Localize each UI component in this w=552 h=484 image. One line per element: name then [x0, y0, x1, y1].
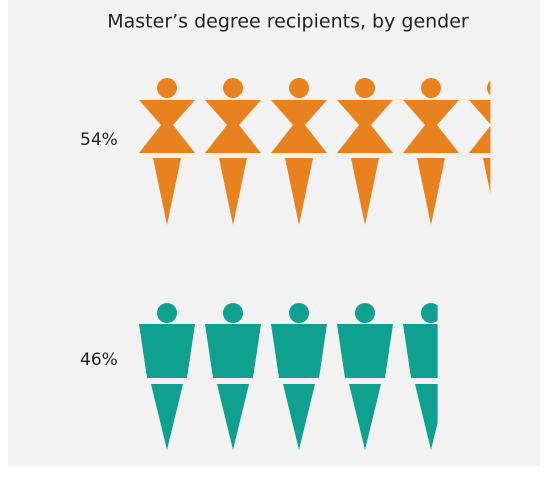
icon-head: [421, 303, 438, 323]
icon-body: [205, 100, 261, 153]
icon-body: [337, 100, 393, 153]
icon-head: [289, 78, 309, 98]
icon-body: [337, 324, 393, 378]
icon-body: [483, 158, 491, 194]
icon-head: [223, 78, 243, 98]
icon-body: [205, 324, 261, 378]
icon-body: [139, 324, 195, 378]
icon-row: [139, 303, 438, 450]
icon-body: [415, 384, 438, 450]
icon-body: [219, 158, 247, 225]
icon-body: [403, 100, 459, 153]
icon-body: [349, 384, 381, 450]
icon-head: [487, 80, 491, 96]
icon-body: [469, 100, 491, 153]
icon-body: [351, 158, 379, 225]
icon-body: [403, 324, 438, 378]
icon-head: [157, 78, 177, 98]
icon-body: [285, 158, 313, 225]
icon-head: [157, 303, 177, 323]
icon-head: [355, 303, 375, 323]
icon-head: [223, 303, 243, 323]
icon-body: [153, 158, 181, 225]
icon-body: [283, 384, 315, 450]
icon-body: [217, 384, 249, 450]
icon-body: [271, 324, 327, 378]
panel: [8, 0, 540, 466]
icon-head: [355, 78, 375, 98]
chart-title: Master’s degree recipients, by gender: [107, 11, 469, 33]
icon-row: [139, 78, 491, 225]
icon-head: [289, 303, 309, 323]
value-label: 54%: [80, 130, 118, 150]
icon-body: [417, 158, 445, 225]
icon-head: [421, 78, 441, 98]
icon-body: [139, 100, 195, 153]
icon-body: [151, 384, 183, 450]
icon-body: [271, 100, 327, 153]
value-label: 46%: [80, 350, 118, 370]
